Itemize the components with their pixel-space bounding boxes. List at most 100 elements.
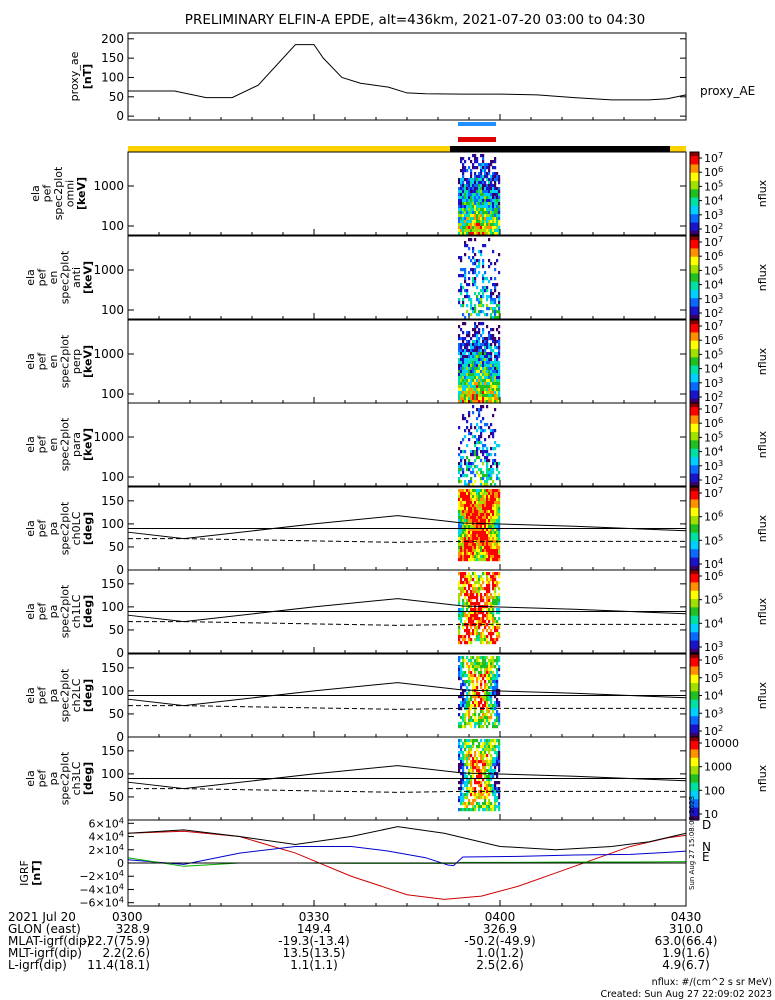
spectrogram-pixel bbox=[460, 286, 463, 290]
spectrogram-pixel bbox=[486, 608, 489, 612]
spectrogram-pixel bbox=[480, 223, 483, 227]
spectrogram-pixel bbox=[472, 543, 475, 547]
spectrogram-pixel bbox=[470, 671, 473, 675]
spectrogram-pixel bbox=[490, 196, 493, 200]
spectrogram-pixel bbox=[478, 617, 481, 621]
spectrogram-pixel bbox=[494, 268, 497, 272]
spectrogram-pixel bbox=[478, 602, 481, 606]
spectrogram-pixel bbox=[486, 596, 489, 600]
spectrogram-pixel bbox=[464, 775, 467, 779]
spectrogram-pixel bbox=[472, 787, 475, 791]
spectrogram-pixel bbox=[496, 543, 499, 547]
spectrogram-pixel bbox=[460, 205, 463, 209]
colorbar-segment bbox=[690, 701, 699, 705]
colorbar-segment bbox=[690, 718, 699, 721]
colorbar-tick-label: 102 bbox=[704, 305, 723, 320]
spectrogram-pixel bbox=[466, 229, 469, 233]
spectrogram-pixel bbox=[496, 799, 499, 803]
spectrogram-pixel bbox=[460, 677, 463, 681]
spectrogram-pixel bbox=[464, 322, 467, 326]
colorbar-segment bbox=[690, 434, 699, 437]
spectrogram-pixel bbox=[484, 614, 487, 618]
spectrogram-pixel bbox=[486, 379, 489, 383]
spectrogram-pixel bbox=[472, 802, 475, 806]
ytick-label: 100 bbox=[101, 600, 124, 614]
spectrogram-pixel bbox=[468, 751, 471, 755]
spectrogram-pixel bbox=[474, 796, 477, 800]
spectrogram-pixel bbox=[458, 534, 461, 538]
spectrogram-pixel bbox=[478, 552, 481, 556]
spectrogram-pixel bbox=[466, 593, 469, 597]
spectrogram-pixel bbox=[494, 516, 497, 520]
spectrogram-pixel bbox=[490, 468, 493, 472]
spectrogram-pixel bbox=[486, 193, 489, 197]
spectrogram-pixel bbox=[492, 805, 495, 809]
spectrogram-pixel bbox=[474, 397, 477, 401]
spectrogram-pixel bbox=[460, 259, 463, 263]
spectrogram-pixel bbox=[460, 793, 463, 797]
spectrogram-pixel bbox=[470, 704, 473, 708]
spectrogram-pixel bbox=[472, 668, 475, 672]
spectrogram-pixel bbox=[488, 391, 491, 395]
colorbar-segment bbox=[690, 160, 699, 163]
panel-ylabel-line: ela bbox=[24, 353, 37, 370]
spectrogram-pixel bbox=[478, 489, 481, 493]
spectrogram-pixel bbox=[492, 549, 495, 553]
ephemeris-value: 1.9(1.6) bbox=[662, 946, 710, 960]
spectrogram-pixel bbox=[472, 214, 475, 218]
spectrogram-pixel bbox=[462, 543, 465, 547]
spectrogram-pixel bbox=[468, 364, 471, 368]
spectrogram-pixel bbox=[496, 558, 499, 562]
spectrogram-pixel bbox=[492, 739, 495, 743]
spectrogram-pixel bbox=[478, 620, 481, 624]
spectrogram-pixel bbox=[480, 608, 483, 612]
spectrogram-pixel bbox=[490, 787, 493, 791]
spectrogram-pixel bbox=[478, 549, 481, 553]
spectrogram-pixel bbox=[474, 608, 477, 612]
spectrogram-pixel bbox=[462, 214, 465, 218]
colorbar-segment bbox=[690, 549, 699, 552]
spectrogram-pixel bbox=[460, 516, 463, 520]
spectrogram-pixel bbox=[464, 193, 467, 197]
spectrogram-pixel bbox=[482, 295, 485, 299]
spectrogram-pixel bbox=[464, 379, 467, 383]
spectrogram-pixel bbox=[462, 313, 465, 317]
spectrogram-pixel bbox=[474, 739, 477, 743]
spectrogram-pixel bbox=[478, 232, 481, 236]
spectrogram-pixel bbox=[458, 584, 461, 588]
spectrogram-pixel bbox=[472, 760, 475, 764]
spectrogram-pixel bbox=[472, 763, 475, 767]
spectrogram-pixel bbox=[470, 169, 473, 173]
spectrogram-pixel bbox=[466, 169, 469, 173]
spectrogram-pixel bbox=[492, 638, 495, 642]
spectrogram-pixel bbox=[468, 632, 471, 636]
spectrogram-pixel bbox=[470, 361, 473, 365]
spectrogram-pixel bbox=[476, 692, 479, 696]
spectrogram-pixel bbox=[458, 713, 461, 717]
spectrogram-pixel bbox=[486, 695, 489, 699]
spectrogram-pixel bbox=[474, 695, 477, 699]
spectrogram-pixel bbox=[488, 704, 491, 708]
spectrogram-pixel bbox=[462, 349, 465, 353]
spectrogram-pixel bbox=[490, 504, 493, 508]
spectrogram-pixel bbox=[472, 769, 475, 773]
spectrogram-pixel bbox=[484, 373, 487, 377]
spectrogram-pixel bbox=[466, 578, 469, 582]
spectrogram-pixel bbox=[478, 331, 481, 335]
colorbar-segment bbox=[690, 594, 699, 598]
spectrogram-pixel bbox=[492, 608, 495, 612]
colorbar-segment bbox=[690, 154, 699, 157]
spectrogram-pixel bbox=[472, 361, 475, 365]
colorbar-segment bbox=[690, 269, 699, 272]
spectrogram-pixel bbox=[486, 211, 489, 215]
loss-cone-line bbox=[127, 765, 687, 790]
colorbar-segment bbox=[690, 465, 699, 468]
spectrogram-pixel bbox=[480, 683, 483, 687]
spectrogram-pixel bbox=[480, 199, 483, 203]
spectrogram-pixel bbox=[468, 665, 471, 669]
spectrogram-pixel bbox=[474, 710, 477, 714]
spectrogram-pixel bbox=[468, 199, 471, 203]
spectrogram-pixel bbox=[470, 205, 473, 209]
